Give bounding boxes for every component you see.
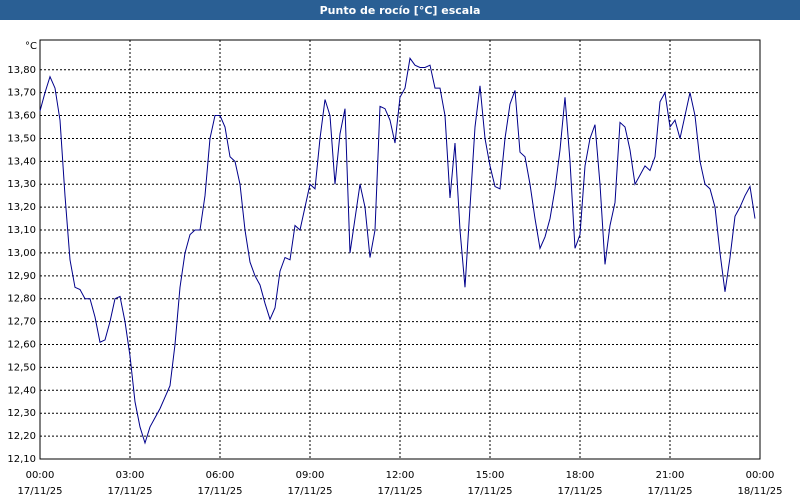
x-tick-label: 00:00 bbox=[746, 470, 775, 481]
x-tick-date: 17/11/25 bbox=[648, 486, 693, 497]
x-tick-label: 06:00 bbox=[206, 470, 235, 481]
y-tick-label: 13,80 bbox=[7, 65, 36, 76]
y-tick-label: 13,40 bbox=[7, 156, 36, 167]
y-tick-label: 12,80 bbox=[7, 294, 36, 305]
y-tick-label: 13,20 bbox=[7, 202, 36, 213]
x-tick-label: 21:00 bbox=[656, 470, 685, 481]
x-tick-date: 17/11/25 bbox=[108, 486, 153, 497]
x-tick-label: 15:00 bbox=[476, 470, 505, 481]
y-tick-label: 12,90 bbox=[7, 271, 36, 282]
unit-label: °C bbox=[25, 41, 37, 52]
x-tick-date: 17/11/25 bbox=[18, 486, 63, 497]
y-tick-label: 12,10 bbox=[7, 454, 36, 465]
x-tick-date: 17/11/25 bbox=[558, 486, 603, 497]
x-tick-date: 17/11/25 bbox=[288, 486, 333, 497]
y-tick-label: 12,70 bbox=[7, 317, 36, 328]
x-tick-label: 12:00 bbox=[386, 470, 415, 481]
title-bar bbox=[0, 0, 800, 20]
y-tick-label: 12,20 bbox=[7, 431, 36, 442]
y-tick-label: 13,60 bbox=[7, 111, 36, 122]
x-tick-date: 18/11/25 bbox=[738, 486, 783, 497]
y-tick-label: 13,00 bbox=[7, 248, 36, 259]
x-tick-label: 00:00 bbox=[26, 470, 55, 481]
y-tick-label: 13,30 bbox=[7, 179, 36, 190]
y-tick-label: 12,50 bbox=[7, 362, 36, 373]
x-tick-label: 09:00 bbox=[296, 470, 325, 481]
y-tick-label: 12,60 bbox=[7, 340, 36, 351]
x-tick-date: 17/11/25 bbox=[198, 486, 243, 497]
chart-title: Punto de rocío [°C] escala bbox=[320, 4, 481, 17]
x-tick-date: 17/11/25 bbox=[378, 486, 423, 497]
y-tick-label: 13,70 bbox=[7, 88, 36, 99]
x-tick-date: 17/11/25 bbox=[468, 486, 513, 497]
x-tick-label: 03:00 bbox=[116, 470, 145, 481]
data-line bbox=[39, 57, 756, 445]
y-tick-label: 13,10 bbox=[7, 225, 36, 236]
y-tick-label: 13,50 bbox=[7, 133, 36, 144]
y-tick-label: 12,40 bbox=[7, 385, 36, 396]
x-tick-label: 18:00 bbox=[566, 470, 595, 481]
y-tick-label: 12,30 bbox=[7, 408, 36, 419]
